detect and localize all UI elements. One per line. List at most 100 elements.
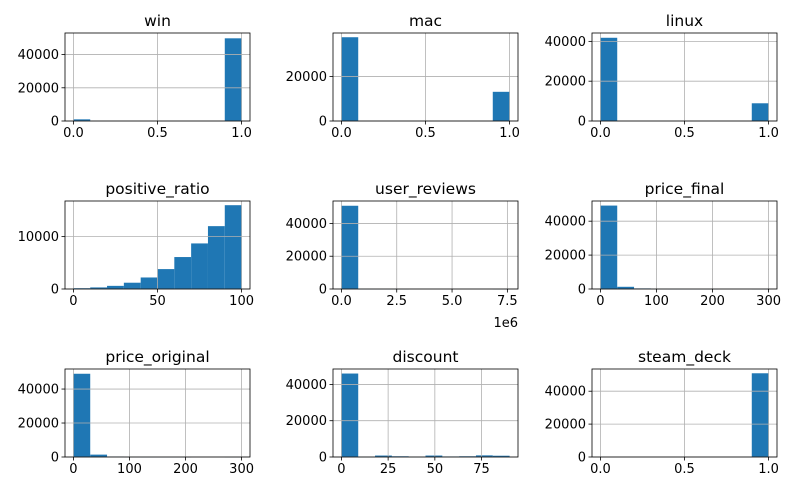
y-tick-label: 40000 xyxy=(545,215,586,230)
y-tick-label: 40000 xyxy=(18,48,59,63)
y-tick-label: 0 xyxy=(319,451,327,466)
y-tick-label: 0 xyxy=(578,451,586,466)
axes-frame xyxy=(332,200,519,290)
histogram-bar xyxy=(107,285,124,289)
x-tick-label: 1.0 xyxy=(758,126,779,141)
histogram-bar xyxy=(425,455,443,457)
y-tick-label: 40000 xyxy=(286,217,327,232)
subplot-win: 0.0 0.5 1.0 0 20000 40000 win xyxy=(18,12,252,141)
histogram-bar xyxy=(224,205,242,289)
y-tick-label: 40000 xyxy=(18,383,59,398)
subplot-price-original: 0 100 200 300 0 20000 40000 price_original xyxy=(18,348,254,477)
histogram-bar xyxy=(751,373,769,457)
y-tick-label: 40000 xyxy=(545,35,586,50)
y-tick-label: 0 xyxy=(51,283,59,298)
y-tick-label: 20000 xyxy=(286,70,327,85)
x-tick-label: 75 xyxy=(473,462,490,477)
histogram-bar xyxy=(492,455,510,457)
y-tick-label: 20000 xyxy=(18,417,59,432)
x-tick-label: 50 xyxy=(427,462,444,477)
histogram-bar xyxy=(492,91,510,121)
y-tick-label: 40000 xyxy=(286,378,327,393)
y-tick-label: 0 xyxy=(319,115,327,130)
histogram-bar xyxy=(191,243,208,289)
histogram-bar xyxy=(73,119,91,121)
x-tick-label: 7.5 xyxy=(497,294,518,309)
y-tick-label: 0 xyxy=(578,115,586,130)
x-tick-label: 0.5 xyxy=(147,126,168,141)
subplot-title: mac xyxy=(409,12,442,30)
subplot-title: steam_deck xyxy=(638,348,731,367)
subplot-price-final: 0 100 200 300 0 20000 40000 price_final xyxy=(545,180,781,309)
x-tick-label: 25 xyxy=(380,462,397,477)
x-tick-label: 1.0 xyxy=(758,462,779,477)
subplot-title: positive_ratio xyxy=(105,180,209,199)
x-offset-label: 1e6 xyxy=(493,316,518,331)
histogram-bar xyxy=(157,269,175,289)
subplot-title: price_original xyxy=(105,348,209,367)
histogram-bar xyxy=(341,373,359,457)
subplot-mac: 0.0 0.5 1.0 0 20000 mac xyxy=(286,12,520,141)
y-tick-label: 40000 xyxy=(545,385,586,400)
x-tick-label: 200 xyxy=(700,294,725,309)
x-tick-label: 0.5 xyxy=(674,126,695,141)
subplot-title: win xyxy=(144,12,171,30)
x-tick-label: 300 xyxy=(229,462,254,477)
subplot-positive-ratio: 0 50 100 0 10000 positive_ratio xyxy=(18,180,254,309)
histogram-bar xyxy=(600,37,618,121)
x-tick-label: 1.0 xyxy=(231,126,252,141)
x-tick-label: 0 xyxy=(69,294,77,309)
x-tick-label: 5.0 xyxy=(442,294,463,309)
x-tick-label: 200 xyxy=(173,462,198,477)
x-tick-label: 0.5 xyxy=(674,462,695,477)
histogram-bar xyxy=(475,455,493,457)
subplot-title: discount xyxy=(393,348,459,366)
subplot-title: user_reviews xyxy=(375,180,476,199)
histogram-bar xyxy=(123,282,141,289)
histogram-bar xyxy=(751,103,769,121)
x-tick-label: 2.5 xyxy=(386,294,407,309)
x-tick-label: 100 xyxy=(644,294,669,309)
x-tick-label: 100 xyxy=(117,462,142,477)
y-tick-label: 20000 xyxy=(545,249,586,264)
y-tick-label: 0 xyxy=(51,115,59,130)
x-tick-label: 0.5 xyxy=(415,126,436,141)
histogram-bar xyxy=(207,226,225,289)
y-tick-label: 20000 xyxy=(286,414,327,429)
subplot-steam-deck: 0.0 0.5 1.0 0 20000 40000 steam_deck xyxy=(545,348,779,477)
axes-frame xyxy=(64,368,251,458)
y-tick-label: 0 xyxy=(578,283,586,298)
histogram-bar xyxy=(90,454,108,457)
x-tick-label: 100 xyxy=(229,294,254,309)
x-tick-label: 0.0 xyxy=(63,126,84,141)
subplot-title: linux xyxy=(666,12,703,30)
histogram-bar xyxy=(224,38,242,122)
subplot-title: price_final xyxy=(645,180,725,199)
y-tick-label: 0 xyxy=(51,451,59,466)
histogram-bar xyxy=(73,373,91,457)
x-tick-label: 0.0 xyxy=(590,126,611,141)
x-tick-label: 0.0 xyxy=(331,294,352,309)
histogram-bar xyxy=(90,287,108,289)
y-tick-label: 0 xyxy=(319,283,327,298)
y-tick-label: 20000 xyxy=(545,75,586,90)
histogram-bar xyxy=(174,257,192,289)
x-tick-label: 0 xyxy=(337,462,345,477)
subplot-linux: 0.0 0.5 1.0 0 20000 40000 linux xyxy=(545,12,779,141)
x-tick-label: 50 xyxy=(149,294,166,309)
subplot-discount: 0 25 50 75 0 20000 40000 discount xyxy=(286,348,519,477)
x-tick-label: 0.0 xyxy=(331,126,352,141)
y-tick-label: 10000 xyxy=(18,230,59,245)
axes-frame xyxy=(332,368,519,458)
x-tick-label: 0 xyxy=(596,294,604,309)
histogram-bar xyxy=(341,37,359,121)
x-tick-label: 1.0 xyxy=(499,126,520,141)
histogram-bar xyxy=(617,286,635,289)
histogram-bar xyxy=(140,277,158,289)
histogram-bar xyxy=(375,455,392,457)
histogram-bar xyxy=(600,205,618,289)
x-tick-label: 300 xyxy=(756,294,781,309)
x-tick-label: 0 xyxy=(69,462,77,477)
x-tick-label: 0.0 xyxy=(590,462,611,477)
